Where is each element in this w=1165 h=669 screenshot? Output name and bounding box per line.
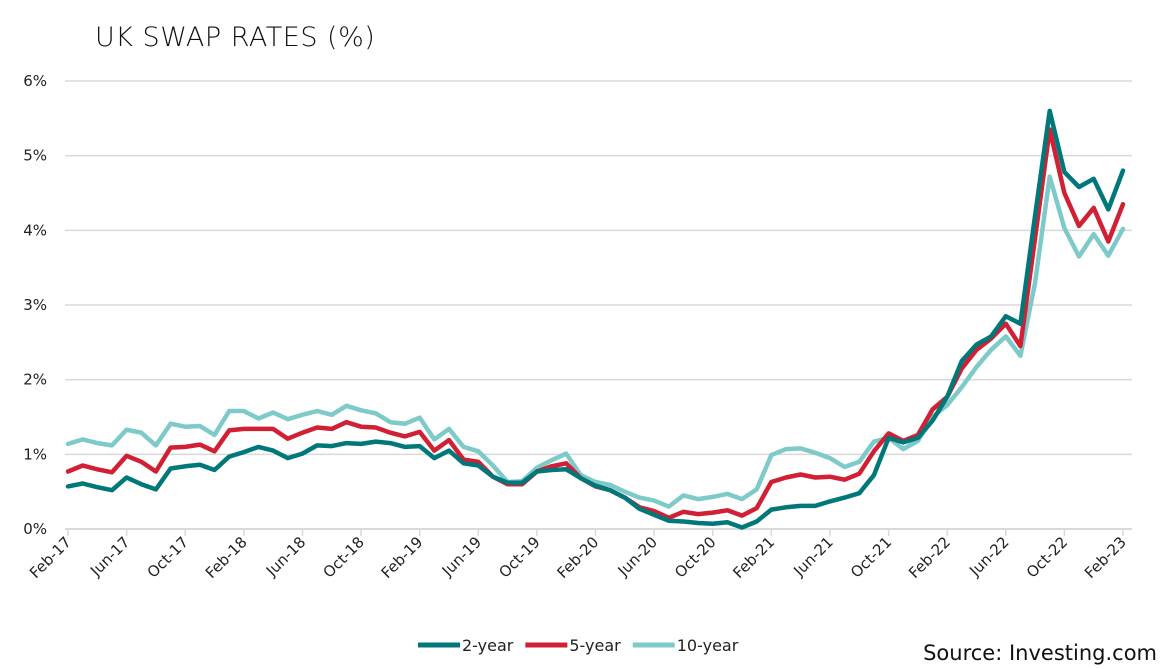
x-tick-label: Oct-20: [671, 533, 719, 581]
x-tick-label: Oct-17: [144, 533, 192, 581]
x-tick-label: Feb-18: [202, 533, 251, 582]
x-tick-label: Feb-17: [26, 533, 75, 582]
source-note: Source: Investing.com: [923, 641, 1157, 665]
x-tick-label: Jun-18: [262, 533, 309, 580]
y-tick-label: 3%: [23, 296, 47, 314]
x-tick-label: Oct-19: [495, 533, 543, 581]
x-tick-label: Jun-17: [86, 533, 133, 580]
y-tick-label: 5%: [23, 147, 47, 165]
chart-title: UK SWAP RATES (%): [95, 22, 376, 53]
x-tick-label: Oct-21: [847, 533, 895, 581]
x-tick-label: Feb-21: [729, 533, 778, 582]
x-tick-label: Feb-23: [1081, 533, 1130, 582]
legend-label: 5-year: [569, 636, 621, 655]
x-tick-label: Feb-20: [553, 533, 602, 582]
y-tick-label: 1%: [23, 445, 47, 463]
x-tick-label: Feb-22: [905, 533, 954, 582]
series-line-2-year: [65, 108, 1126, 530]
y-tick-label: 0%: [23, 520, 47, 538]
x-tick-label: Jun-19: [438, 533, 485, 580]
x-tick-label: Jun-21: [789, 533, 836, 580]
series-line-10-year: [65, 174, 1126, 509]
x-tick-label: Jun-22: [965, 533, 1012, 580]
x-tick-label: Jun-20: [614, 533, 661, 580]
y-tick-label: 4%: [23, 221, 47, 239]
x-tick-label: Oct-18: [319, 533, 367, 581]
x-tick-label: Feb-19: [378, 533, 427, 582]
x-tick-label: Oct-22: [1023, 533, 1071, 581]
y-tick-label: 2%: [23, 371, 47, 389]
y-tick-label: 6%: [23, 72, 47, 90]
legend-label: 2-year: [462, 636, 514, 655]
legend-label: 10-year: [677, 636, 739, 655]
